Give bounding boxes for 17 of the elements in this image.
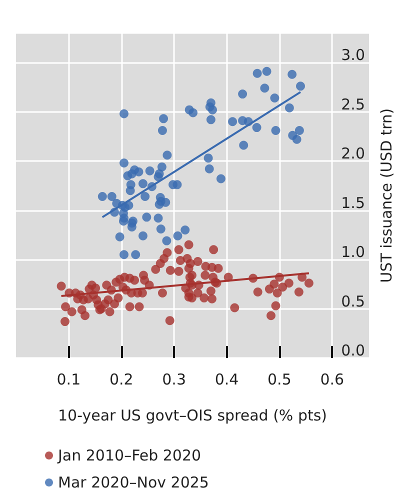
x-axis-title: 10-year US govt–OIS spread (% pts): [58, 406, 328, 424]
x-tick-label: 0.1: [56, 370, 81, 388]
x-tick-label: 0.3: [162, 370, 186, 388]
y-tick-label: 2.5: [341, 95, 365, 114]
y-tick-label: 2.0: [341, 144, 365, 163]
y-tick-label: 0.5: [341, 292, 365, 310]
y-tick-label: 0.0: [341, 342, 365, 360]
x-tick-label: 0.4: [214, 370, 239, 388]
y-tick-label: 1.5: [341, 194, 365, 212]
y-axis-title: UST issuance (USD trn): [378, 108, 396, 283]
x-tick-label: 0.6: [320, 370, 344, 388]
y-tick-label: 1.0: [341, 243, 365, 262]
legend-label: Mar 2020–Nov 2025: [58, 474, 209, 492]
x-tick-label: 0.2: [109, 370, 134, 388]
y-tick-label: 3.0: [341, 46, 365, 64]
legend-label: Jan 2010–Feb 2020: [57, 446, 202, 464]
x-tick-label: 0.5: [268, 370, 292, 388]
